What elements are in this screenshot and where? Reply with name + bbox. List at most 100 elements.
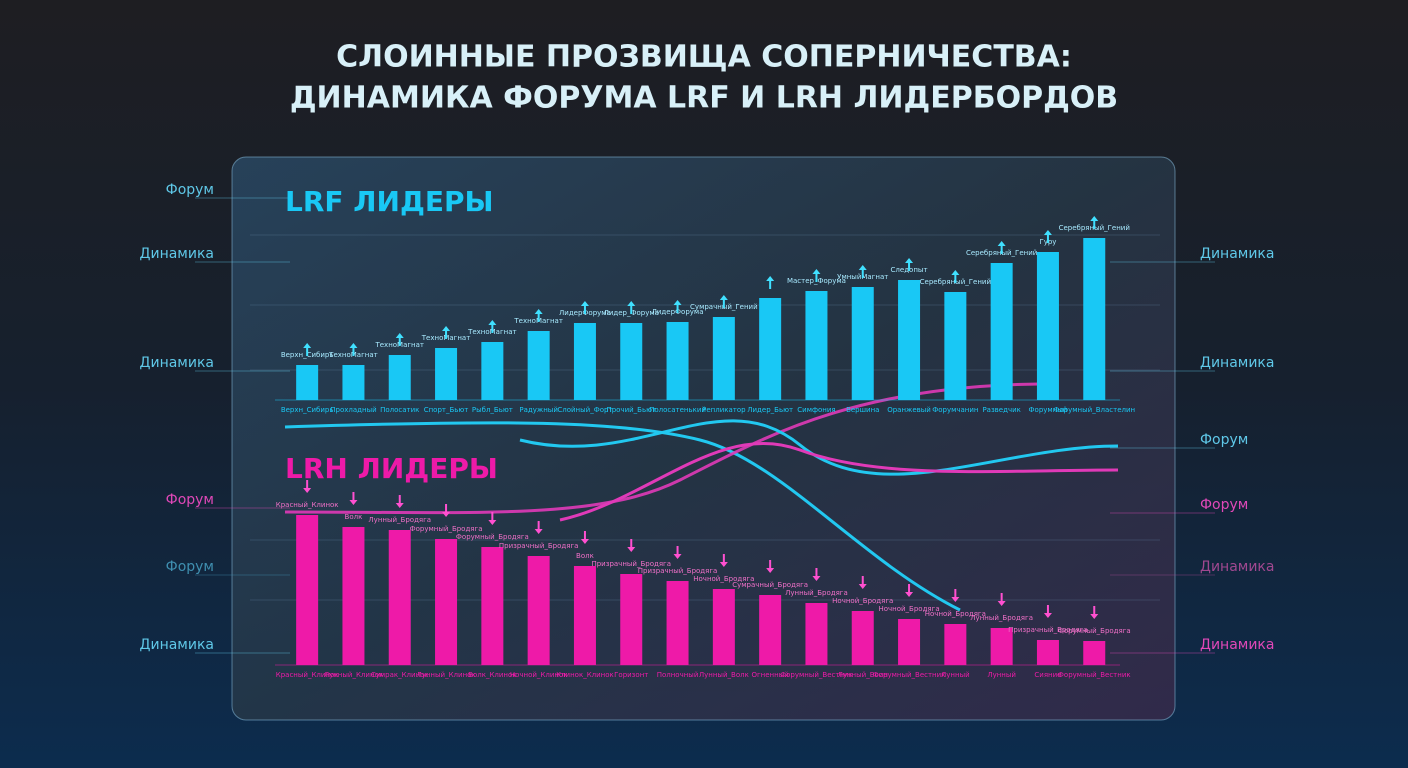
bar-tag: Красный_Клинок [276, 501, 339, 509]
bar [388, 355, 411, 400]
arrow-icon [673, 300, 682, 313]
arrow-icon [395, 495, 404, 508]
side-label: Динамика [1200, 559, 1274, 575]
bar [759, 595, 782, 665]
category-label: Лунный_Клинок [416, 671, 475, 679]
bar [805, 603, 828, 665]
side-label: Форум [1200, 432, 1248, 448]
category-label: Красный_Клинок [276, 671, 339, 679]
category-label: Форумный_Властелин [1053, 406, 1135, 414]
arrow-icon [303, 480, 312, 493]
bar [1083, 641, 1106, 665]
arrow-icon [488, 512, 497, 525]
arrow-icon [442, 504, 451, 517]
bar [527, 556, 550, 665]
bar [342, 527, 365, 665]
category-label: Оранжевый [887, 406, 931, 414]
bar-tag: Ночной_Бродяга [693, 575, 754, 583]
arrow-icon [905, 584, 914, 597]
category-label: Лунный_Воин [838, 671, 888, 679]
bar-tag: Форумный_Бродяга [456, 533, 529, 541]
category-label: Форумчанин [932, 406, 978, 414]
bar-tag: Форумный_Бродяга [1058, 627, 1131, 635]
category-label: Форумный_Вестник [780, 671, 853, 679]
arrow-icon [349, 492, 358, 505]
bar [527, 331, 550, 400]
category-label: Разведчик [982, 406, 1020, 414]
arrow-icon [395, 333, 404, 346]
category-label: Симфония [797, 406, 835, 414]
category-label: Лунный [987, 671, 1016, 679]
arrow-icon [858, 576, 867, 589]
arrow-icon [303, 343, 312, 356]
side-label: Динамика [140, 246, 214, 262]
side-label: Динамика [140, 637, 214, 653]
category-label: Форумный [1029, 406, 1068, 414]
arrow-icon [812, 269, 821, 282]
bar-tag: Призрачный_Бродяга [499, 542, 579, 550]
category-label: Полосатик [380, 406, 419, 414]
bar [944, 624, 967, 665]
bar [712, 317, 735, 400]
bar [1036, 252, 1059, 400]
category-label: Прочий_Бьют [606, 406, 656, 414]
bar [342, 365, 365, 400]
bar-tag: Лунный_Бродяга [785, 589, 848, 597]
side-label: Динамика [140, 355, 214, 371]
category-label: Лунный [941, 671, 970, 679]
arrow-icon [1090, 606, 1099, 619]
category-label: Форумный_Вестник [873, 671, 946, 679]
category-label: Ночной_Клинок [510, 671, 568, 679]
bar [573, 323, 596, 400]
arrow-icon [488, 320, 497, 333]
bar [388, 530, 411, 665]
category-label: Волк_Клинок [468, 671, 516, 679]
bar-tag: Призрачный_Бродяга [591, 560, 671, 568]
arrow-icon [580, 531, 589, 544]
side-label: Форум [1200, 497, 1248, 513]
side-label: Форум [166, 492, 214, 508]
bar [435, 539, 458, 665]
arrow-icon [812, 568, 821, 581]
bar-tag: Волк [345, 513, 363, 521]
bar [481, 547, 504, 665]
arrow-icon [719, 554, 728, 567]
bar [1036, 640, 1059, 665]
arrow-icon [997, 241, 1006, 254]
arrow-icon [1043, 605, 1052, 618]
bar-tag: Форумный_Бродяга [410, 525, 483, 533]
bar-tag: Сумрачный_Бродяга [732, 581, 808, 589]
arrow-icon [951, 270, 960, 283]
category-label: Вершина [846, 406, 879, 414]
bar [898, 619, 921, 665]
chart-title: LRH ЛИДЕРЫ [285, 452, 498, 485]
bar-tag: Лунный_Бродяга [970, 614, 1033, 622]
category-label: Слойный_Форт [557, 406, 612, 414]
arrow-icon [766, 560, 775, 573]
arrow-icon [997, 593, 1006, 606]
bar [296, 515, 319, 665]
bar [666, 322, 689, 400]
bar-tag: Призрачный_Бродяга [638, 567, 718, 575]
bar [805, 291, 828, 400]
arrow-icon [534, 521, 543, 534]
category-label: Огненный [751, 671, 788, 679]
bar [481, 342, 504, 400]
bar-tag: Призрачный_Бродяга [1008, 626, 1088, 634]
category-label: Клинок_Клинок [556, 671, 614, 679]
title-line: ДИНАМИКА ФОРУМА LRF И LRH ЛИДЕРБОРДОВ [290, 81, 1118, 116]
bar [990, 628, 1013, 665]
arrow-icon [1043, 230, 1052, 243]
category-label: Горизонт [614, 671, 648, 679]
bar [759, 298, 782, 400]
category-label: Спорт_Бьют [424, 406, 469, 414]
arrow-icon [905, 258, 914, 271]
bar [573, 566, 596, 665]
category-label: Полночный [657, 671, 699, 679]
arrow-icon [442, 326, 451, 339]
side-label: Динамика [1200, 637, 1274, 653]
bar-tag: Ночной_Бродяга [925, 610, 986, 618]
category-label: Лунный_Волк [699, 671, 749, 679]
arrow-icon [719, 295, 728, 308]
